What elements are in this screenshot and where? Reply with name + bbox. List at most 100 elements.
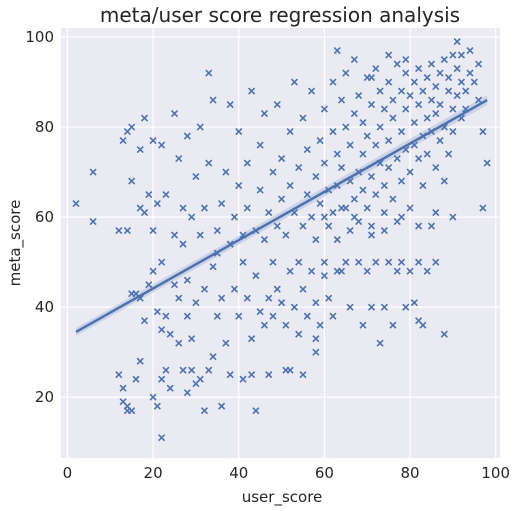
data-point: [299, 222, 307, 230]
data-point: [385, 78, 393, 86]
data-point: [367, 173, 376, 181]
data-point: [72, 200, 80, 208]
data-point: [342, 258, 350, 266]
data-point: [239, 375, 247, 383]
data-point: [402, 105, 410, 113]
data-point: [175, 294, 183, 302]
y-tick-label: 60: [35, 208, 54, 226]
data-point: [380, 209, 388, 217]
data-point: [209, 353, 217, 361]
data-point: [312, 348, 320, 356]
data-point: [453, 64, 461, 73]
data-point: [226, 100, 234, 109]
data-point: [175, 155, 183, 163]
data-point: [273, 100, 281, 109]
data-point: [179, 366, 187, 374]
data-point: [269, 168, 277, 176]
data-point: [307, 213, 316, 221]
data-point: [192, 299, 200, 307]
data-point: [183, 276, 191, 284]
data-point: [415, 222, 423, 230]
data-point: [415, 258, 423, 266]
data-point: [350, 195, 358, 203]
data-point: [346, 227, 354, 235]
data-point: [440, 330, 448, 338]
data-point: [419, 321, 427, 329]
data-point: [128, 407, 136, 415]
data-point: [479, 204, 487, 212]
data-point: [128, 177, 136, 185]
data-point: [218, 294, 226, 302]
data-point: [367, 222, 376, 230]
data-point: [282, 231, 290, 239]
data-points: [72, 37, 491, 442]
data-point: [213, 312, 221, 320]
data-point: [235, 127, 243, 136]
data-point: [372, 64, 380, 73]
regression-line: [75, 98, 488, 334]
x-tick-label: 60: [315, 464, 334, 482]
data-point: [183, 389, 191, 397]
data-point: [286, 127, 294, 136]
data-point: [397, 213, 406, 221]
data-point: [299, 114, 307, 122]
data-point: [475, 96, 483, 104]
data-point: [162, 191, 170, 199]
data-point: [158, 375, 166, 383]
data-point: [363, 267, 371, 275]
data-point: [269, 312, 277, 320]
data-point: [453, 91, 461, 100]
data-point: [415, 155, 423, 163]
data-point: [299, 371, 307, 379]
y-tick-labels: 20 40 60 80 100: [25, 28, 54, 406]
data-point: [436, 100, 444, 109]
data-point: [445, 73, 453, 82]
data-point: [325, 222, 333, 230]
data-point: [466, 46, 474, 55]
data-point: [367, 303, 376, 311]
data-point: [170, 231, 179, 239]
data-point: [393, 267, 401, 275]
data-point: [312, 335, 320, 343]
data-point: [316, 200, 324, 208]
data-point: [312, 236, 320, 244]
data-point: [427, 96, 436, 104]
data-point: [162, 312, 170, 320]
data-point: [367, 100, 376, 109]
data-point: [462, 87, 470, 95]
data-point: [149, 227, 157, 235]
data-point: [363, 132, 371, 140]
data-point: [406, 267, 414, 275]
data-point: [260, 236, 269, 244]
data-point: [205, 159, 213, 167]
data-point: [419, 182, 427, 190]
data-point: [286, 366, 294, 374]
data-point: [385, 164, 393, 172]
data-point: [333, 267, 341, 275]
data-point: [170, 281, 179, 289]
data-point: [389, 114, 397, 122]
data-point: [153, 200, 161, 208]
data-point: [123, 227, 131, 235]
data-point: [337, 96, 346, 104]
data-point: [350, 109, 358, 118]
data-point: [389, 321, 397, 329]
data-point: [235, 312, 243, 320]
data-point: [188, 335, 196, 343]
data-point: [367, 231, 376, 239]
data-point: [295, 330, 303, 338]
data-point: [342, 123, 350, 131]
data-point: [278, 155, 286, 163]
data-point: [393, 60, 401, 68]
data-point: [359, 150, 367, 158]
x-tick-label: 0: [63, 464, 73, 482]
data-point: [316, 321, 324, 329]
data-point: [415, 64, 423, 73]
data-point: [158, 326, 166, 334]
data-point: [457, 78, 466, 86]
data-point: [333, 150, 341, 158]
data-point: [346, 141, 354, 149]
data-point: [410, 78, 418, 86]
data-point: [196, 231, 204, 239]
data-point: [355, 258, 363, 266]
